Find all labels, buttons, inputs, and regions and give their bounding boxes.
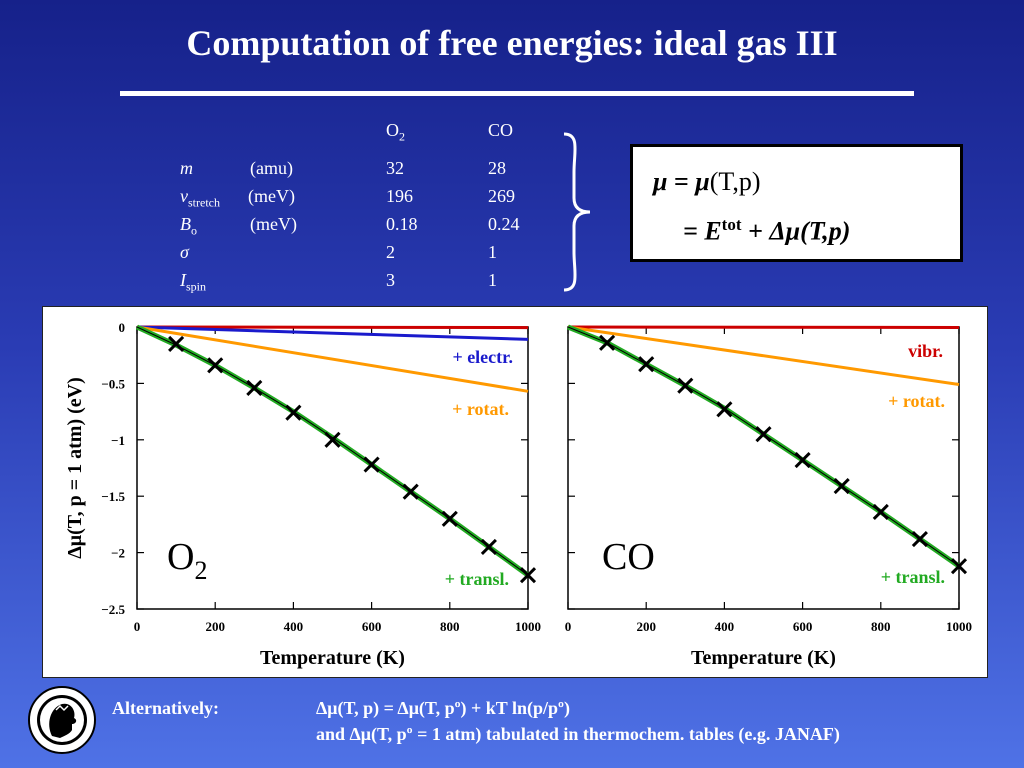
param-value-co: 28 <box>488 158 506 178</box>
data-marker <box>677 377 694 394</box>
series-label: + transl. <box>445 569 509 589</box>
x-tick-label: 400 <box>284 619 304 634</box>
x-tick-label: 600 <box>793 619 813 634</box>
param-value-co: 1 <box>488 270 497 290</box>
x-tick-label: 800 <box>871 619 891 634</box>
param-symbol: Bo <box>180 214 197 238</box>
chemical-potential-relation: Δμ(T, p) = Δμ(T, pº) + kT ln(p/pº) <box>316 698 570 718</box>
series-line <box>567 325 960 387</box>
param-value-o2: 3 <box>386 270 395 290</box>
x-tick-label: 1000 <box>946 619 972 634</box>
param-value-o2: 32 <box>386 158 404 178</box>
series-label: + electr. <box>452 347 513 367</box>
param-value-co: 1 <box>488 242 497 262</box>
series-label: + rotat. <box>452 399 509 419</box>
equation-line-1: μ = μ(T,p) <box>653 167 761 196</box>
data-marker <box>638 356 655 373</box>
col-header-co: CO <box>488 120 514 140</box>
col-header-o2: O2 <box>386 120 405 144</box>
series-label: + rotat. <box>888 391 945 411</box>
y-tick-label: −1 <box>111 433 125 448</box>
slide-title: Computation of free energies: ideal gas … <box>186 23 838 63</box>
data-marker <box>599 334 616 351</box>
equation-line-2: = Etot + Δμ(T,p) <box>683 215 851 246</box>
janaf-note: and Δμ(T, pº = 1 atm) tabulated in therm… <box>316 724 840 744</box>
data-marker <box>402 483 419 500</box>
data-marker <box>207 357 224 374</box>
equation-box: μ = μ(T,p) = Etot + Δμ(T,p) <box>630 144 963 262</box>
series-line-core <box>567 326 960 567</box>
data-marker <box>833 477 850 495</box>
series-line <box>136 325 529 330</box>
alternatively-label: Alternatively: <box>112 698 219 718</box>
param-value-o2: 196 <box>386 186 413 206</box>
data-marker <box>246 379 263 396</box>
x-axis-label: Temperature (K) <box>260 647 405 669</box>
data-marker <box>794 452 811 469</box>
x-tick-label: 200 <box>205 619 225 634</box>
data-marker <box>480 538 497 556</box>
max-planck-logo-icon <box>28 686 96 754</box>
data-marker <box>324 431 341 448</box>
data-marker <box>755 426 772 443</box>
molecule-label: CO <box>602 536 655 578</box>
free-energy-charts: 0 200 400 600 800 1000 0 −0.5 −1 −1.5 −2 −2.5 Temper… <box>64 320 972 669</box>
x-tick-label: 0 <box>565 619 572 634</box>
right-brace-icon <box>563 132 591 292</box>
series-line <box>136 325 529 341</box>
y-tick-label: −2 <box>111 546 125 561</box>
y-tick-label: 0 <box>119 320 126 335</box>
y-axis-label: Δμ(T, p = 1 atm) (eV) <box>64 377 86 559</box>
data-marker <box>363 456 380 473</box>
param-value-co: 269 <box>488 186 515 206</box>
data-marker <box>911 531 928 548</box>
x-tick-label: 200 <box>636 619 656 634</box>
x-tick-label: 400 <box>715 619 735 634</box>
param-symbol: Ispin <box>180 270 207 294</box>
x-tick-label: 1000 <box>515 619 541 634</box>
data-marker <box>872 503 889 521</box>
y-tick-label: −1.5 <box>101 489 125 504</box>
y-tick-label: −0.5 <box>101 376 125 391</box>
series-line <box>136 325 529 393</box>
x-axis-label: Temperature (K) <box>691 647 836 669</box>
param-unit: (meV) <box>248 186 295 206</box>
param-value-o2: 2 <box>386 242 395 262</box>
param-unit: (amu) <box>250 158 293 178</box>
x-tick-label: 0 <box>134 619 141 634</box>
data-marker <box>950 558 968 575</box>
param-symbol: νstretch <box>180 186 220 210</box>
series-line-core <box>136 326 529 576</box>
y-tick-label: −2.5 <box>101 602 125 617</box>
series-label: + transl. <box>881 567 945 587</box>
molecule-label: O2 <box>167 536 207 585</box>
series-line <box>567 324 961 569</box>
title-underline <box>120 91 914 96</box>
data-marker <box>285 404 302 421</box>
data-marker <box>716 401 733 418</box>
x-tick-label: 800 <box>440 619 460 634</box>
data-marker <box>519 567 537 584</box>
param-value-o2: 0.18 <box>386 214 418 234</box>
param-symbol: σ <box>180 242 189 262</box>
chart-panel: 0 200 400 600 800 1000 0 −0.5 −1 −1.5 −2 −2.5 Temper… <box>42 306 988 678</box>
param-symbol: m <box>180 158 193 178</box>
data-marker <box>168 335 185 352</box>
series-label: vibr. <box>908 341 943 361</box>
x-tick-label: 600 <box>362 619 382 634</box>
param-unit: (meV) <box>250 214 297 234</box>
data-marker <box>441 510 458 527</box>
param-value-co: 0.24 <box>488 214 520 234</box>
